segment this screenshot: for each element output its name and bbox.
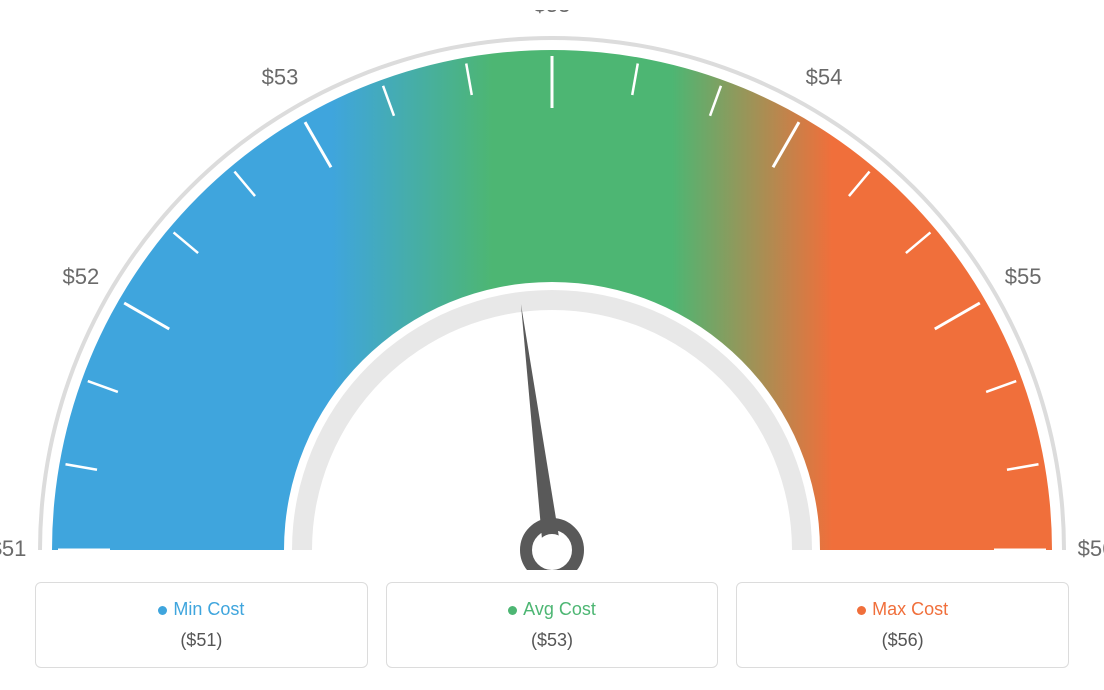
cost-gauge: $51 $52 $53 $53 $54 $55 $56: [0, 10, 1104, 570]
legend-max-value: ($56): [737, 630, 1068, 651]
legend-max-text: Max Cost: [872, 599, 948, 619]
legend-avg-label: Avg Cost: [387, 599, 718, 620]
svg-text:$56: $56: [1078, 536, 1104, 561]
dot-min: [158, 606, 167, 615]
svg-text:$54: $54: [806, 65, 843, 90]
legend-avg-text: Avg Cost: [523, 599, 596, 619]
legend-avg: Avg Cost ($53): [386, 582, 719, 668]
legend-max-label: Max Cost: [737, 599, 1068, 620]
dot-max: [857, 606, 866, 615]
gauge-svg: $51 $52 $53 $53 $54 $55 $56: [0, 10, 1104, 570]
svg-text:$52: $52: [63, 264, 100, 289]
legend-min-value: ($51): [36, 630, 367, 651]
svg-text:$53: $53: [262, 65, 299, 90]
svg-text:$53: $53: [534, 10, 571, 17]
legend-min-text: Min Cost: [173, 599, 244, 619]
legend-row: Min Cost ($51) Avg Cost ($53) Max Cost (…: [35, 582, 1069, 668]
dot-avg: [508, 606, 517, 615]
legend-min: Min Cost ($51): [35, 582, 368, 668]
legend-min-label: Min Cost: [36, 599, 367, 620]
svg-text:$55: $55: [1005, 264, 1042, 289]
legend-avg-value: ($53): [387, 630, 718, 651]
svg-text:$51: $51: [0, 536, 26, 561]
legend-max: Max Cost ($56): [736, 582, 1069, 668]
